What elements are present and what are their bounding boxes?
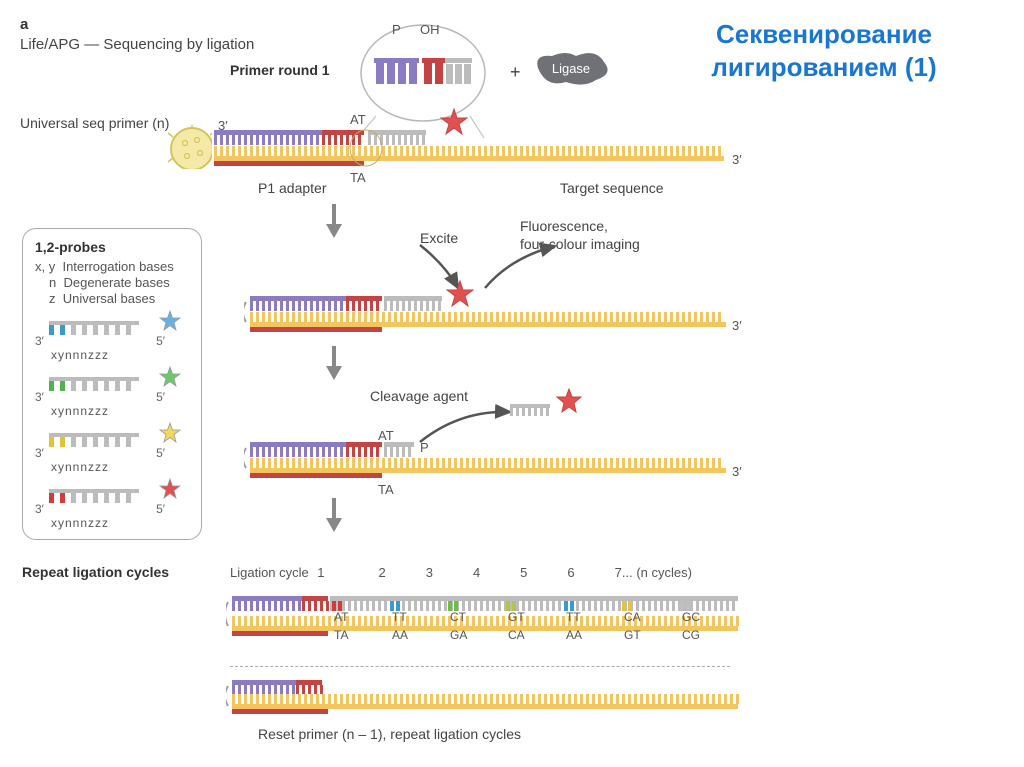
fluor-l1: Fluorescence, [520,218,608,234]
reset-primer-label: Reset primer (n – 1), repeat ligation cy… [258,726,521,742]
oh-label: OH [420,22,440,37]
arrow-down-3 [326,498,342,532]
probe-seq: xynnnzzz [51,404,109,418]
probe-ticks [49,489,149,512]
ct-2: CT [450,610,466,624]
cycle-1: 2 [378,565,385,580]
probe-3p: 3′ [35,446,44,460]
p1-adapter-label: P1 adapter [258,180,327,196]
ligase-label: Ligase [552,61,590,76]
universal-primer-label: Universal seq primer (n) [20,115,169,131]
probe-row-3: 3′ 5′ xynnnzzz [35,484,189,530]
cb-0: TA [334,628,348,642]
probe-3p: 3′ [35,390,44,404]
star-icon [440,108,468,136]
strand-step3 [244,438,734,486]
3p-1b: 3′ [732,152,742,167]
probe-5p: 5′ [156,446,165,460]
plus-sign: + [510,62,521,83]
ligase-enzyme: Ligase [532,50,610,86]
panel-letter: a [20,16,28,33]
target-seq-label: Target sequence [560,180,664,196]
at-1: AT [350,112,366,127]
ct-5: CA [624,610,641,624]
strand-step1 [214,122,734,178]
cb-2: GA [450,628,467,642]
slide-title: Секвенирование лигированием (1) [654,18,994,83]
probe-seq: xynnnzzz [51,348,109,362]
3p-2: 3′ [732,318,742,333]
pl-1v: Degenerate bases [63,275,169,290]
p-3: P [420,440,429,455]
probe-5p: 5′ [156,334,165,348]
strand-cycles [226,590,746,650]
pl-1k: n [49,275,56,290]
strand-reset [226,676,746,722]
repeat-ligation-label: Repeat ligation cycles [22,564,169,580]
strand-step2 [244,292,734,340]
probe-3p: 3′ [35,334,44,348]
probe-row-1: 3′ 5′ xynnnzzz [35,372,189,418]
ta-1: TA [350,170,366,185]
probe-5p: 5′ [156,502,165,516]
cb-1: AA [392,628,408,642]
probe-row-2: 3′ 5′ xynnnzzz [35,428,189,474]
pl-0v: Interrogation bases [62,259,173,274]
ta-3: TA [378,482,394,497]
p-label: P [392,22,401,37]
cycle-0: 1 [317,565,324,580]
probe-ticks [49,377,149,400]
probes-title: 1,2-probes [35,239,189,255]
probe-star-icon [159,366,181,388]
arrow-down-1 [326,204,342,238]
probe-5p: 5′ [156,390,165,404]
slide-title-l1: Секвенирование [716,19,932,49]
probe-star-icon [159,310,181,332]
probe-ticks [49,433,149,456]
pl-2v: Universal bases [63,291,156,306]
ct-1: TT [392,610,407,624]
cycle-5: 6 [567,565,574,580]
probe-star-icon [159,478,181,500]
probe-ticks [49,321,149,344]
pl-0k: x, y [35,259,55,274]
cb-5: GT [624,628,641,642]
released-fragment [510,404,554,422]
star-released-icon [556,388,582,414]
probe-row-0: 3′ 5′ xynnnzzz [35,316,189,362]
cb-6: CG [682,628,700,642]
dashed-sep [230,666,730,667]
ligation-cycle-label: Ligation cycle [230,565,309,580]
diagram-header: Life/APG — Sequencing by ligation [20,36,254,53]
ct-0: AT [334,610,348,624]
3p-1a: 3′ [218,118,228,133]
3p-3: 3′ [732,464,742,479]
ct-4: TT [566,610,581,624]
star-step2-icon [446,280,474,308]
probe-star-icon [159,422,181,444]
ct-6: GC [682,610,700,624]
probe-seq: xynnnzzz [51,516,109,530]
probes-box: 1,2-probes x, y Interrogation bases n De… [22,228,202,540]
ct-3: GT [508,610,525,624]
primer-round-label: Primer round 1 [230,62,330,78]
pl-2k: z [49,291,56,306]
probe-3p: 3′ [35,502,44,516]
cycle-4: 5 [520,565,527,580]
arrow-down-2 [326,346,342,380]
probe-seq: xynnnzzz [51,460,109,474]
cb-3: CA [508,628,525,642]
cycle-2: 3 [426,565,433,580]
ligation-cycle-row: Ligation cycle 1 2 3 4 5 6 7... (n cycles) [230,564,750,582]
slide-title-l2: лигированием (1) [711,52,936,82]
at-3: AT [378,428,394,443]
cycle-6: 7... (n cycles) [615,565,692,580]
cycle-3: 4 [473,565,480,580]
cb-4: AA [566,628,582,642]
bead-icon [168,125,212,169]
